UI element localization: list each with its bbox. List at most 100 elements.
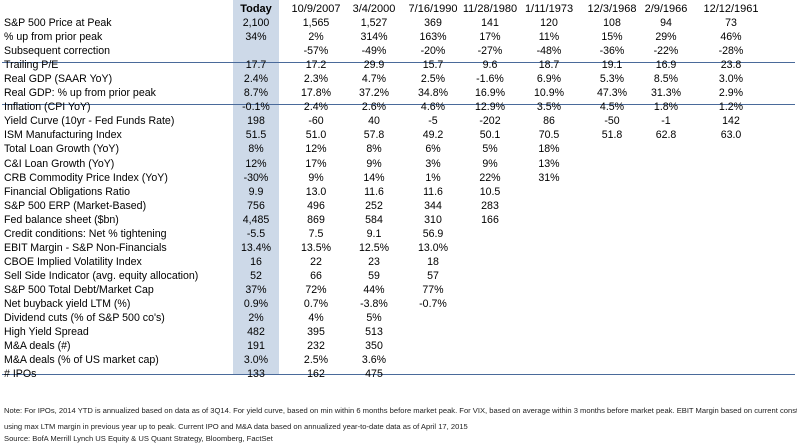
table-cell: 15.7	[422, 59, 444, 72]
table-cell: 72%	[305, 283, 327, 296]
table-cell: -1.6%	[476, 73, 504, 86]
table-cell: 5.3%	[599, 73, 625, 86]
table-cell: 9.6	[482, 59, 498, 72]
table-cell: 17%	[479, 31, 501, 44]
table-cell: -0.1%	[242, 101, 270, 114]
table-cell: -36%	[599, 45, 625, 58]
table-cell: 16.9%	[474, 87, 506, 100]
table-cell: 869	[307, 213, 325, 226]
header-peak-date: 10/9/2007	[291, 3, 341, 15]
table-cell: 108	[603, 17, 621, 29]
table-cell: 16.9	[655, 59, 677, 72]
table-cell: 344	[424, 199, 442, 212]
table-cell: 51.8	[601, 129, 623, 142]
footnote-line-1: Note: For IPOs, 2014 YTD is annualized b…	[4, 406, 797, 415]
table-cell: 17%	[305, 157, 327, 170]
row-label: EBIT Margin - S&P Non-Financials	[4, 241, 167, 254]
table-cell: 29%	[655, 31, 677, 44]
table-cell: 59	[368, 269, 380, 282]
table-cell: 11%	[538, 31, 560, 44]
table-cell: 16	[250, 255, 262, 268]
table-cell: 120	[540, 17, 558, 29]
table-cell: 314%	[360, 31, 388, 44]
table-cell: 66	[310, 269, 322, 282]
table-cell: 73	[725, 17, 737, 29]
row-label: Yield Curve (10yr - Fed Funds Rate)	[4, 115, 175, 128]
table-cell: -1	[661, 115, 671, 128]
table-cell: 9.1	[366, 227, 382, 240]
table-cell: -50	[604, 115, 620, 128]
row-label: Trailing P/E	[4, 59, 59, 72]
table-cell: -3.8%	[360, 298, 388, 310]
table-cell: 0.9%	[243, 298, 269, 310]
header-peak-date: 7/16/1990	[408, 3, 458, 15]
table-cell: 77%	[422, 283, 444, 296]
header-peak-date: 12/3/1968	[587, 3, 637, 15]
table-cell: 369	[424, 17, 442, 29]
row-label: CRB Commodity Price Index (YoY)	[4, 171, 168, 184]
table-cell: -0.7%	[419, 298, 447, 310]
header-peak-date: 11/28/1980	[462, 3, 518, 15]
header-peak-date: 2/9/1966	[644, 3, 688, 15]
header-peak-date: 12/12/1961	[703, 3, 759, 15]
table-cell: -5	[428, 115, 438, 128]
table-cell: -202	[479, 115, 501, 128]
header-today: Today	[240, 3, 272, 15]
table-cell: 162	[307, 368, 325, 381]
table-cell: 10.9%	[533, 87, 565, 100]
table-cell: 232	[307, 340, 325, 353]
table-cell: -22%	[653, 45, 679, 58]
table-cell: 3.6%	[361, 354, 387, 367]
table-cell: 13%	[538, 157, 560, 170]
table-cell: 86	[543, 115, 555, 128]
section-divider-1	[2, 62, 795, 63]
table-cell: 2%	[308, 31, 324, 44]
table-cell: 3.5%	[536, 101, 562, 114]
source-line: Source: BofA Merrill Lynch US Equity & U…	[4, 434, 273, 443]
table-cell: -57%	[303, 45, 329, 58]
table-cell: 133	[247, 368, 265, 381]
table-cell: 166	[481, 213, 499, 226]
table-cell: 51.5	[245, 129, 267, 142]
table-cell: -5.5	[246, 227, 266, 240]
table-cell: 22	[310, 255, 322, 268]
table-cell: 17.2	[305, 59, 327, 72]
table-cell: 4.6%	[420, 101, 446, 114]
table-cell: 18.7	[538, 59, 560, 72]
table-cell: 4.5%	[599, 101, 625, 114]
table-cell: 252	[365, 199, 383, 212]
table-cell: 13.5%	[300, 241, 332, 254]
table-cell: 12.5%	[358, 241, 390, 254]
table-cell: 1.8%	[653, 101, 679, 114]
table-cell: 475	[365, 368, 383, 381]
table-cell: 395	[307, 326, 325, 339]
table-cell: 50.1	[479, 129, 501, 142]
header-peak-date: 3/4/2000	[352, 3, 396, 15]
row-label: High Yield Spread	[4, 326, 89, 339]
table-cell: 2.6%	[361, 101, 387, 114]
table-cell: 496	[307, 199, 325, 212]
table-cell: 29.9	[363, 59, 385, 72]
table-cell: 5%	[482, 143, 498, 156]
row-label: Total Loan Growth (YoY)	[4, 143, 120, 156]
table-cell: 46%	[720, 31, 742, 44]
table-cell: 2,100	[242, 17, 270, 29]
table-cell: 18	[427, 255, 439, 268]
table-cell: 350	[365, 340, 383, 353]
table-cell: 15%	[601, 31, 623, 44]
table-cell: 12.9%	[474, 101, 506, 114]
table-cell: 17.7	[245, 59, 267, 72]
table-cell: 8.5%	[653, 73, 679, 86]
table-cell: -30%	[243, 171, 269, 184]
table-cell: 56.9	[422, 227, 444, 240]
row-label: M&A deals (#)	[4, 340, 71, 353]
row-label: S&P 500 Price at Peak	[4, 17, 112, 29]
table-cell: 37%	[245, 283, 267, 296]
table-cell: 8%	[248, 143, 264, 156]
table-cell: 2.9%	[718, 87, 744, 100]
table-cell: 9%	[482, 157, 498, 170]
table-cell: 57.8	[363, 129, 385, 142]
table-cell: 13.4%	[240, 241, 272, 254]
table-cell: 44%	[363, 283, 385, 296]
table-cell: 34%	[245, 31, 267, 44]
